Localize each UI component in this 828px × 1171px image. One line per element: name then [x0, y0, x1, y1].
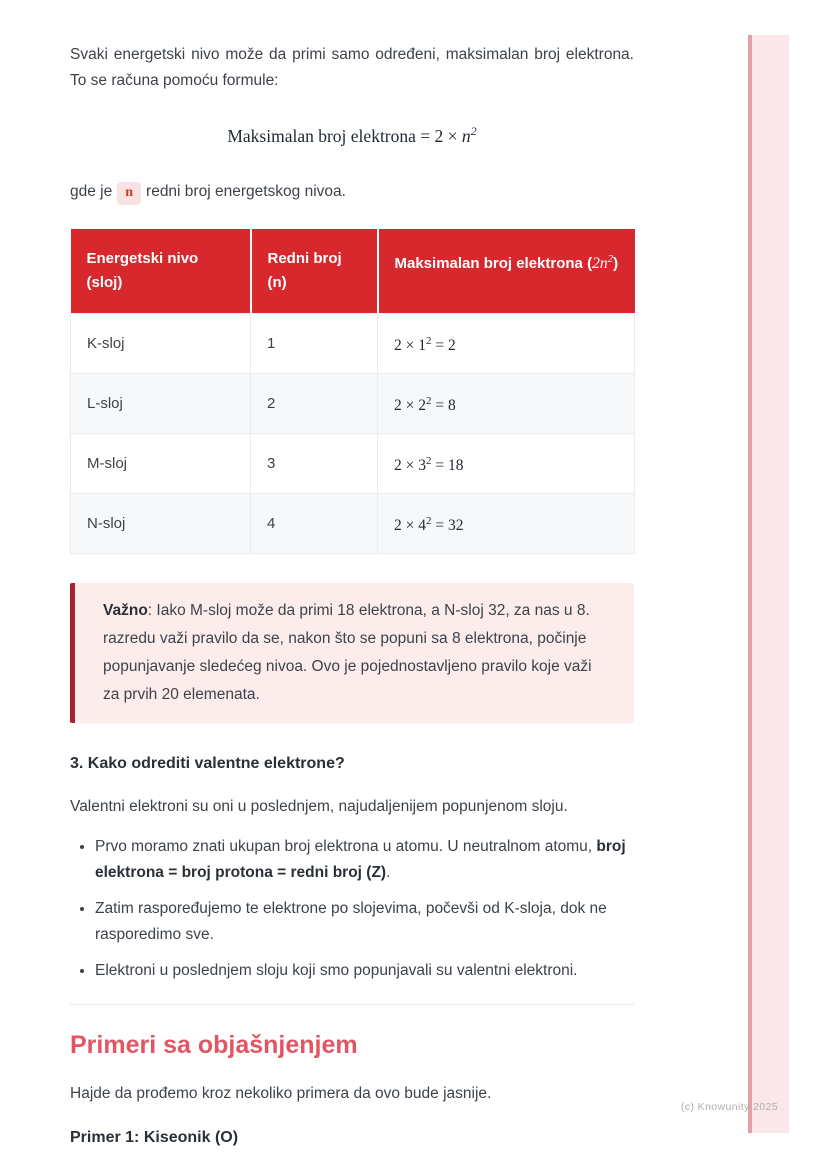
list-item: Prvo moramo znati ukupan broj elektrona …	[95, 834, 634, 886]
energy-levels-table: Energetski nivo (sloj) Redni broj (n) Maks…	[70, 228, 635, 555]
formula-variable: n	[461, 125, 471, 146]
cell-formula: 2 × 12 = 2	[377, 312, 635, 374]
cell-formula: 2 × 42 = 32	[377, 493, 635, 555]
cell-n: 2	[250, 372, 378, 435]
cell-sloj: M-sloj	[70, 433, 251, 495]
formula-text: Maksimalan broj elektrona = 2 ×	[227, 125, 462, 146]
callout-label: Važno	[103, 602, 148, 620]
example1-title: Primer 1: Kiseonik (O)	[70, 1129, 239, 1147]
vazno-callout: Važno: Iako M-sloj može da primi 18 elek…	[70, 583, 634, 724]
table-row: M-sloj 3 2 × 32 = 18	[70, 433, 635, 495]
section3-paragraph: Valentni elektroni su oni u poslednjem, …	[70, 798, 568, 816]
gde-suffix: redni broj energetskog nivoa.	[146, 182, 346, 200]
cell-sloj: K-sloj	[70, 312, 251, 374]
formula-exponent: 2	[470, 124, 477, 138]
n-code-badge: n	[117, 181, 142, 205]
table-row: N-sloj 4 2 × 42 = 32	[70, 493, 635, 555]
cell-formula: 2 × 32 = 18	[377, 433, 635, 495]
list-item: Elektroni u poslednjem sloju koji smo po…	[95, 958, 634, 984]
cell-formula: 2 × 22 = 8	[377, 372, 635, 435]
cell-n: 1	[250, 312, 378, 374]
cell-n: 4	[250, 493, 378, 555]
bold-rule-text: broj elektrona = broj protona = redni br…	[95, 838, 626, 882]
table-row: L-sloj 2 2 × 22 = 8	[70, 372, 635, 435]
header-maksimalan-broj: Maksimalan broj elektrona (2n2)	[376, 228, 635, 314]
max-electrons-formula: Maksimalan broj elektrona = 2 × n2	[70, 124, 634, 147]
section-divider	[70, 1004, 634, 1006]
right-margin-highlight-stripe	[748, 35, 789, 1133]
header-redni-broj: Redni broj (n)	[249, 228, 378, 314]
examples-heading: Primeri sa objašnjenjem	[70, 1031, 358, 1060]
header-formula-math: 2n2	[592, 252, 614, 272]
document-content: Svaki energetski nivo može da primi samo…	[70, 0, 635, 1147]
cell-sloj: L-sloj	[70, 372, 251, 435]
copyright-watermark: (c) Knowunity 2025	[680, 1101, 778, 1113]
gde-prefix: gde je	[70, 182, 113, 200]
cell-n: 3	[250, 433, 378, 495]
section3-heading: 3. Kako odrediti valentne elektrone?	[70, 755, 345, 773]
gde-je-line: gde je n redni broj energetskog nivoa.	[70, 180, 634, 205]
examples-intro: Hajde da prođemo kroz nekoliko primera d…	[70, 1085, 492, 1103]
table-row: K-sloj 1 2 × 12 = 2	[70, 312, 635, 374]
list-item: Zatim raspoređujemo te elektrone po sloj…	[95, 896, 634, 948]
callout-separator: :	[147, 602, 157, 620]
callout-text: Iako M-sloj može da primi 18 elektrona, …	[103, 602, 592, 704]
valence-bullet-list: Prvo moramo znati ukupan broj elektrona …	[70, 834, 634, 984]
cell-sloj: N-sloj	[70, 493, 251, 555]
intro-paragraph: Svaki energetski nivo može da primi samo…	[70, 46, 634, 89]
table-header-row: Energetski nivo (sloj) Redni broj (n) Maks…	[70, 228, 635, 314]
header-energetski-nivo: Energetski nivo (sloj)	[70, 228, 251, 314]
